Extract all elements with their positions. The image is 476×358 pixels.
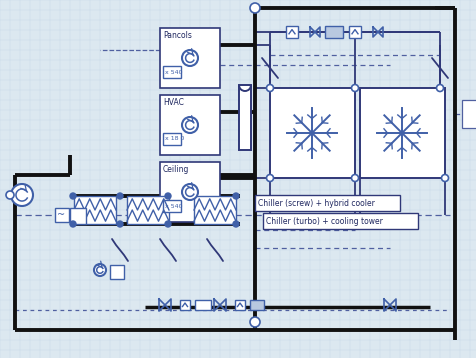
Circle shape (351, 84, 358, 92)
Text: Chiller (turbo) + cooling tower: Chiller (turbo) + cooling tower (266, 217, 382, 226)
Circle shape (117, 221, 123, 227)
Bar (249, 300, 263, 310)
Bar (159, 28, 219, 88)
Text: x 540: x 540 (165, 203, 182, 208)
Circle shape (182, 117, 198, 133)
Circle shape (266, 84, 273, 92)
Bar (324, 26, 342, 38)
Text: HVAC: HVAC (163, 98, 183, 107)
Bar (159, 95, 219, 155)
Bar (163, 66, 180, 78)
Circle shape (6, 191, 14, 199)
Circle shape (249, 317, 259, 327)
Bar (286, 26, 298, 38)
Bar (194, 196, 236, 224)
Bar (195, 300, 210, 310)
Bar (163, 200, 180, 212)
Bar (159, 162, 219, 222)
Circle shape (70, 221, 76, 227)
Bar (127, 196, 169, 224)
Circle shape (11, 184, 33, 206)
Text: Pancols: Pancols (163, 31, 191, 40)
Circle shape (117, 193, 123, 199)
Bar (110, 265, 124, 279)
Circle shape (232, 221, 238, 227)
Bar (235, 300, 245, 310)
Circle shape (249, 3, 259, 13)
Bar (348, 26, 360, 38)
Bar (255, 195, 399, 211)
Bar (461, 100, 476, 128)
Circle shape (441, 174, 447, 182)
Bar (163, 133, 180, 145)
Bar (359, 88, 444, 178)
Circle shape (182, 50, 198, 66)
Bar (262, 213, 417, 229)
Text: x 18 0: x 18 0 (165, 136, 184, 141)
Bar (238, 85, 250, 150)
Circle shape (266, 174, 273, 182)
Bar (74, 196, 116, 224)
Circle shape (165, 193, 170, 199)
Bar (179, 300, 189, 310)
Text: Ceiling: Ceiling (163, 165, 189, 174)
Bar (269, 88, 354, 178)
Text: ~: ~ (57, 210, 65, 220)
Circle shape (182, 184, 198, 200)
Circle shape (165, 221, 170, 227)
Circle shape (351, 174, 358, 182)
Bar (70, 208, 86, 224)
Circle shape (232, 193, 238, 199)
Circle shape (436, 84, 443, 92)
Text: x 540: x 540 (165, 69, 182, 74)
Text: Chiller (screw) + hybrid cooler: Chiller (screw) + hybrid cooler (258, 198, 374, 208)
Bar (55, 208, 69, 222)
Circle shape (70, 193, 76, 199)
Circle shape (94, 264, 106, 276)
